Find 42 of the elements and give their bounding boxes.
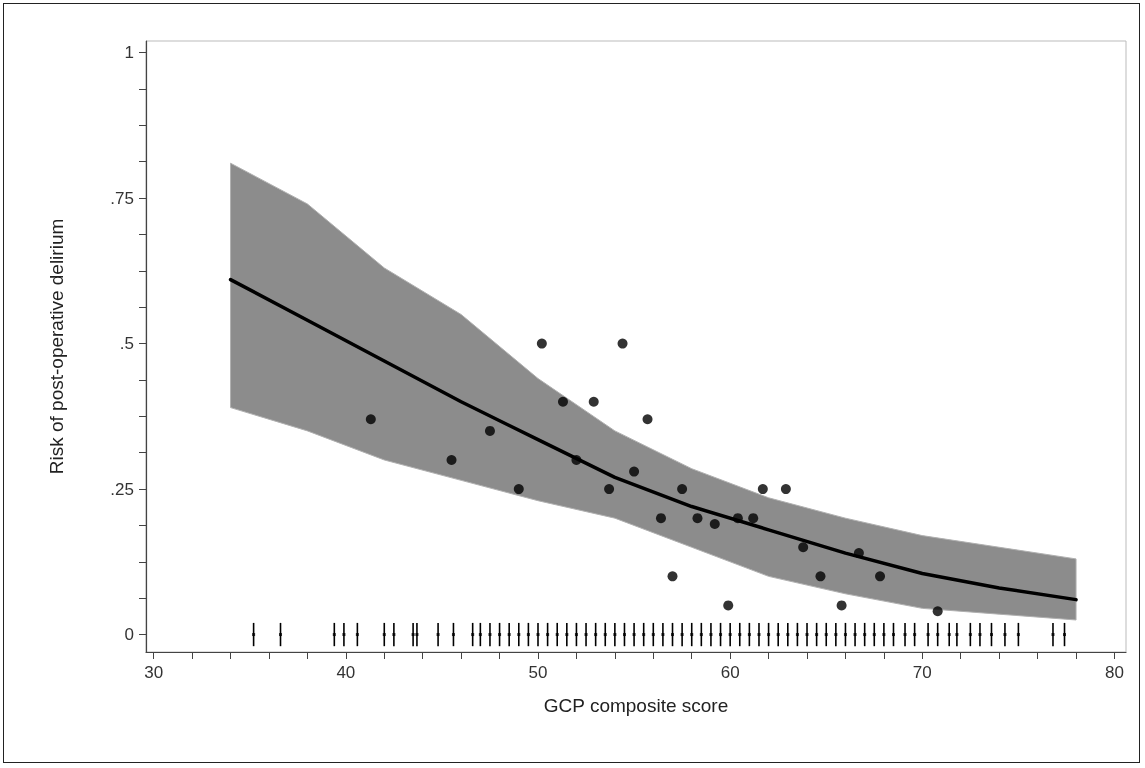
x-tick-label: 30 (144, 663, 164, 682)
point (709, 518, 720, 529)
point (836, 600, 847, 611)
point (642, 414, 653, 425)
point (780, 484, 791, 495)
point (798, 542, 809, 553)
point (932, 606, 943, 617)
y-axis-title: Risk of post-operative delirium (46, 218, 67, 475)
point (875, 571, 886, 582)
point (588, 396, 599, 407)
y-tick-label: 1 (124, 43, 134, 63)
x-tick-label: 40 (336, 663, 356, 682)
y-tick-label: .75 (110, 188, 134, 208)
point (571, 454, 582, 465)
y-tick-label: .25 (110, 479, 134, 499)
point (655, 513, 666, 524)
x-tick-label: 80 (1105, 663, 1124, 682)
point (536, 338, 547, 349)
x-axis-title: GCP composite score (543, 695, 729, 716)
point (748, 513, 759, 524)
x-tick-label: 60 (720, 663, 740, 682)
y-tick-label: .5 (119, 334, 134, 354)
point (629, 466, 640, 477)
point (723, 600, 734, 611)
x-tick-label: 70 (912, 663, 932, 682)
x-tick-label: 50 (528, 663, 548, 682)
y-tick-label: 0 (124, 625, 134, 645)
line-series (228, 277, 1078, 602)
point (815, 571, 826, 582)
point (484, 425, 495, 436)
point (365, 414, 376, 425)
point (617, 338, 628, 349)
point (446, 454, 457, 465)
point (853, 548, 864, 559)
point (757, 484, 768, 495)
point (692, 513, 703, 524)
point (557, 396, 568, 407)
point (604, 484, 615, 495)
point (677, 484, 688, 495)
point (667, 571, 678, 582)
point (732, 513, 743, 524)
point (513, 484, 524, 495)
